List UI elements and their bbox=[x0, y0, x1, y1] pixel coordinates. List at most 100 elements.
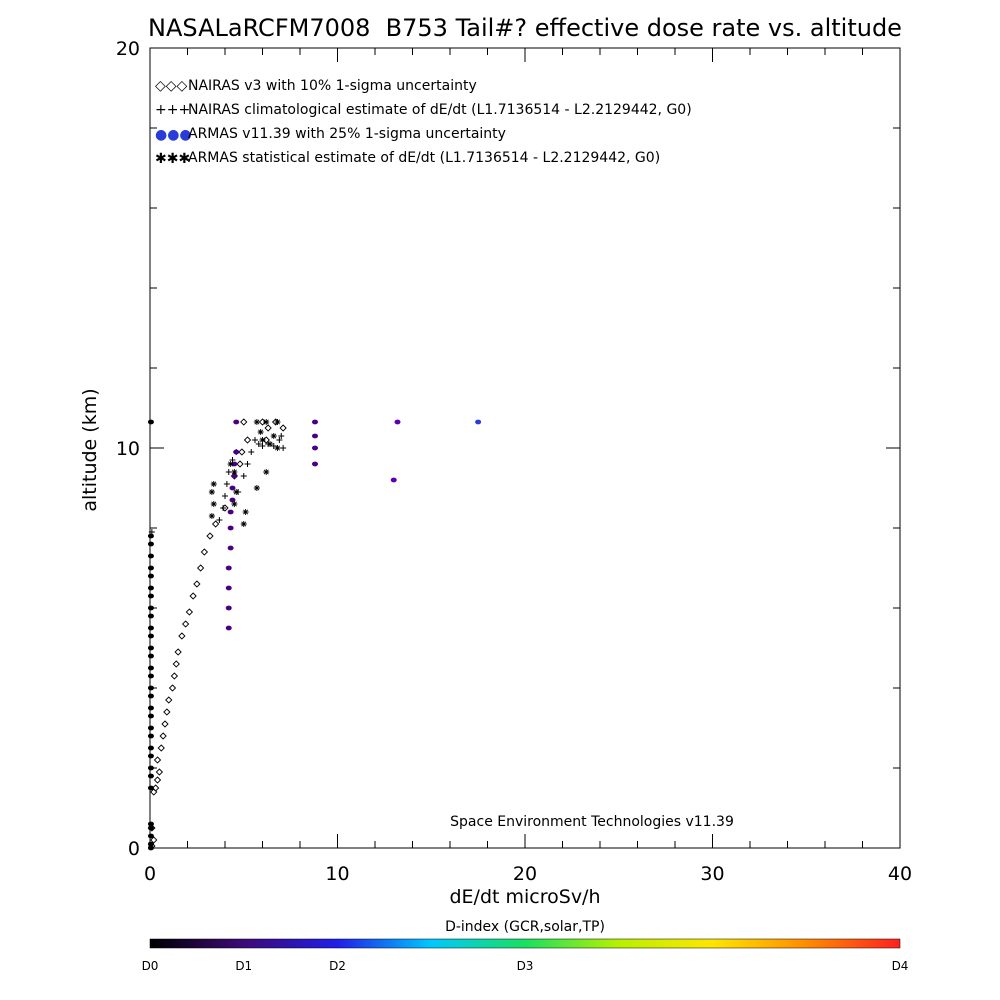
data-point-dot bbox=[147, 613, 154, 619]
data-point-diamond bbox=[159, 732, 167, 740]
data-point-dot bbox=[312, 445, 318, 451]
data-point-diamond bbox=[236, 460, 244, 468]
legend-marker-armas: ●●● bbox=[155, 127, 192, 143]
data-point-dot bbox=[147, 553, 154, 559]
axis-tick-labels: 0 10 20 30 40 0 10 20 bbox=[116, 38, 912, 885]
data-point-dot bbox=[225, 585, 232, 591]
data-point-plus bbox=[252, 437, 258, 443]
data-point-plus bbox=[220, 505, 227, 511]
data-point-dot bbox=[227, 545, 234, 551]
data-point-star bbox=[263, 469, 270, 475]
data-point-dot bbox=[147, 753, 154, 759]
data-point-plus bbox=[276, 437, 283, 443]
series-plus bbox=[148, 433, 287, 535]
data-point-dot bbox=[147, 685, 154, 691]
data-point-plus bbox=[255, 441, 262, 447]
data-point-dot bbox=[147, 825, 154, 831]
data-point-dot bbox=[147, 733, 154, 739]
data-point-diamond bbox=[240, 418, 248, 426]
data-point-diamond bbox=[161, 720, 169, 728]
data-point-dot bbox=[233, 419, 240, 425]
data-point-dot bbox=[147, 833, 154, 839]
x-axis-label: dE/dt microSv/h bbox=[449, 886, 600, 908]
x-tick-label: 20 bbox=[513, 863, 537, 885]
data-point-star bbox=[231, 501, 238, 507]
data-point-star bbox=[257, 429, 264, 435]
data-point-dot bbox=[475, 419, 482, 425]
data-point-dot bbox=[147, 705, 154, 711]
data-point-dot bbox=[233, 449, 240, 455]
data-point-dot bbox=[147, 841, 154, 847]
y-tick-label: 0 bbox=[128, 838, 140, 860]
data-point-plus bbox=[248, 449, 255, 455]
y-axis-label: altitude (km) bbox=[79, 388, 101, 511]
legend-label-nairas: NAIRAS v3 with 10% 1-sigma uncertainty bbox=[188, 78, 477, 94]
chart-title: NASALaRCFM7008 B753 Tail#? effective dos… bbox=[148, 14, 902, 42]
series-dot bbox=[147, 419, 482, 851]
data-point-dot bbox=[147, 725, 154, 731]
x-tick-label: 10 bbox=[325, 863, 349, 885]
data-point-dot bbox=[231, 461, 238, 467]
legend-marker-nairas: ◇◇◇ bbox=[155, 78, 188, 94]
data-point-diamond bbox=[193, 580, 201, 588]
data-point-star bbox=[270, 433, 277, 439]
data-point-dot bbox=[312, 461, 318, 467]
data-point-star bbox=[253, 419, 260, 425]
data-point-diamond bbox=[155, 768, 164, 776]
data-point-diamond bbox=[150, 836, 158, 844]
legend-label-armas-stat: ARMAS statistical estimate of dE/dt (L1.… bbox=[188, 150, 660, 166]
data-point-dot bbox=[147, 673, 154, 679]
data-point-diamond bbox=[196, 564, 205, 572]
data-point-diamond bbox=[170, 672, 179, 680]
data-point-diamond bbox=[153, 776, 162, 784]
data-point-star bbox=[231, 469, 238, 475]
data-point-diamond bbox=[165, 696, 173, 704]
data-point-plus bbox=[223, 481, 230, 487]
data-point-diamond bbox=[185, 608, 194, 616]
data-point-diamond bbox=[258, 418, 267, 426]
data-point-dot bbox=[147, 533, 154, 539]
data-point-diamond bbox=[264, 424, 272, 432]
data-point-diamond bbox=[238, 448, 246, 456]
colorbar-label: D1 bbox=[235, 959, 252, 973]
x-tick-label: 30 bbox=[700, 863, 724, 885]
data-point-plus bbox=[216, 517, 223, 523]
data-point-dot bbox=[227, 525, 234, 531]
colorbar-title: D-index (GCR,solar,TP) bbox=[445, 919, 605, 935]
data-point-dot bbox=[147, 419, 154, 425]
data-point-star bbox=[267, 441, 273, 447]
data-point-star bbox=[210, 481, 217, 487]
data-point-star bbox=[233, 489, 240, 495]
colorbar-label: D4 bbox=[892, 959, 909, 973]
series-diamond bbox=[148, 418, 287, 850]
data-point-dot bbox=[147, 541, 154, 547]
data-point-dot bbox=[147, 605, 154, 611]
data-point-star bbox=[259, 437, 266, 443]
data-point-diamond bbox=[168, 684, 177, 692]
data-point-dot bbox=[225, 605, 232, 611]
data-point-star bbox=[274, 419, 281, 425]
data-point-dot bbox=[147, 713, 154, 719]
series-star bbox=[208, 419, 281, 527]
data-point-diamond bbox=[157, 744, 165, 752]
data-point-dot bbox=[394, 419, 401, 425]
data-point-plus bbox=[259, 443, 266, 449]
data-point-star bbox=[240, 521, 247, 527]
data-point-plus bbox=[240, 473, 247, 479]
data-point-dot bbox=[147, 565, 154, 571]
data-point-dot bbox=[147, 593, 154, 599]
data-point-dot bbox=[227, 509, 234, 515]
data-point-diamond bbox=[243, 436, 252, 444]
x-tick-label: 0 bbox=[144, 863, 156, 885]
colorbar-label: D3 bbox=[517, 959, 534, 973]
data-point-plus bbox=[225, 469, 232, 475]
legend-label-nairas-clim: NAIRAS climatological estimate of dE/dt … bbox=[188, 102, 692, 118]
data-point-plus bbox=[244, 461, 251, 467]
data-point-plus bbox=[222, 493, 228, 499]
legend-marker-nairas-clim: +++ bbox=[155, 102, 190, 118]
data-point-dot bbox=[231, 473, 238, 479]
data-point-dot bbox=[312, 433, 318, 439]
data-point-dot bbox=[147, 821, 154, 827]
axis-ticks bbox=[149, 47, 901, 849]
data-point-star bbox=[210, 501, 217, 507]
